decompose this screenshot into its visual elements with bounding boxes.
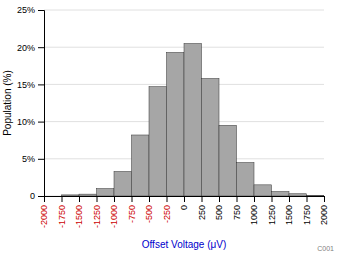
tick-label: 0	[179, 205, 189, 210]
bar	[219, 125, 237, 196]
tick-mark	[307, 196, 308, 202]
bar	[62, 195, 80, 196]
tick-mark	[38, 47, 44, 48]
tick-label: 1750	[302, 205, 312, 225]
bar	[272, 192, 290, 196]
x-axis: -2000 -1750 -1500 -1250 -1000 -750 -500 -250 0 25…	[39, 196, 329, 228]
tick-label: -1750	[57, 205, 67, 228]
tick-mark	[167, 196, 168, 202]
tick: 750	[232, 196, 242, 220]
tick: 1250	[267, 196, 277, 225]
tick-mark	[184, 196, 185, 202]
tick: -750	[127, 196, 137, 223]
tick-mark	[38, 122, 44, 123]
bar	[307, 195, 325, 196]
axis-line	[38, 11, 45, 197]
tick: 5%	[22, 154, 44, 164]
tick-mark	[254, 196, 255, 202]
tick-mark	[38, 10, 44, 11]
annotation: C001	[317, 245, 334, 252]
chart: -2000 -1750 -1500 -1250 -1000 -750 -500 -250 0 25…	[0, 0, 338, 254]
tick-label: -1250	[92, 205, 102, 228]
tick-label: -500	[144, 205, 154, 223]
tick-mark	[289, 196, 290, 202]
tick: 0	[30, 191, 44, 201]
tick-mark	[324, 196, 325, 202]
grid-line	[44, 10, 324, 11]
tick-label: 250	[197, 205, 207, 220]
tick: 1500	[284, 196, 294, 225]
tick-label: 1250	[267, 205, 277, 225]
bar	[132, 135, 150, 196]
tick: -1000	[109, 196, 119, 228]
tick-mark	[97, 196, 98, 202]
bar	[237, 163, 255, 196]
tick-mark	[38, 84, 44, 85]
bar	[254, 185, 272, 196]
bar	[167, 52, 185, 196]
tick-mark	[38, 159, 44, 160]
tick: -250	[162, 196, 172, 223]
tick-mark	[149, 196, 150, 202]
tick-mark	[219, 196, 220, 202]
bar	[97, 189, 115, 196]
x-axis-title: Offset Voltage (μV)	[142, 239, 227, 250]
tick-label: 10%	[17, 117, 35, 127]
tick-label: 750	[232, 205, 242, 220]
tick: 25%	[17, 5, 44, 15]
tick-label: 1500	[284, 205, 294, 225]
bar	[289, 194, 307, 196]
bar	[202, 78, 220, 196]
tick-label: -1500	[74, 205, 84, 228]
tick: -2000	[39, 196, 49, 228]
tick-label: 0	[30, 191, 35, 201]
tick-mark	[62, 196, 63, 202]
tick-label: 20%	[17, 43, 35, 53]
bar	[79, 194, 97, 196]
tick: 250	[197, 196, 207, 220]
tick: 0	[179, 196, 189, 210]
tick-label: 500	[214, 205, 224, 220]
tick-mark	[38, 196, 44, 197]
bar	[184, 43, 202, 196]
y-axis: 0 5% 10% 15% 20% 25%	[17, 5, 45, 201]
tick-label: 1000	[249, 205, 259, 225]
tick-label: 5%	[22, 154, 35, 164]
bar	[149, 87, 167, 196]
grid	[44, 10, 324, 196]
tick-label: 25%	[17, 5, 35, 15]
bar	[44, 196, 62, 197]
tick-label: -250	[162, 205, 172, 223]
tick: -1250	[92, 196, 102, 228]
tick-mark	[272, 196, 273, 202]
tick: 1750	[302, 196, 312, 225]
plot: -2000 -1750 -1500 -1250 -1000 -750 -500 -250 0 25…	[17, 5, 329, 228]
tick-label: 2000	[319, 205, 329, 225]
tick: 1000	[249, 196, 259, 225]
tick: 10%	[17, 117, 44, 127]
tick-mark	[79, 196, 80, 202]
tick-label: -2000	[39, 205, 49, 228]
bars	[62, 43, 325, 196]
tick-mark	[202, 196, 203, 202]
tick-mark	[114, 196, 115, 202]
bar	[114, 171, 132, 196]
tick-mark	[237, 196, 238, 202]
axis-line	[45, 197, 325, 203]
tick: 20%	[17, 43, 44, 53]
tick-label: -1000	[109, 205, 119, 228]
tick: -1750	[57, 196, 67, 228]
y-axis-title: Population (%)	[2, 70, 13, 136]
tick: -1500	[74, 196, 84, 228]
tick: 2000	[319, 196, 329, 225]
tick: -500	[144, 196, 154, 223]
tick-label: -750	[127, 205, 137, 223]
tick-mark	[132, 196, 133, 202]
tick: 15%	[17, 80, 44, 90]
tick-label: 15%	[17, 80, 35, 90]
tick: 500	[214, 196, 224, 220]
